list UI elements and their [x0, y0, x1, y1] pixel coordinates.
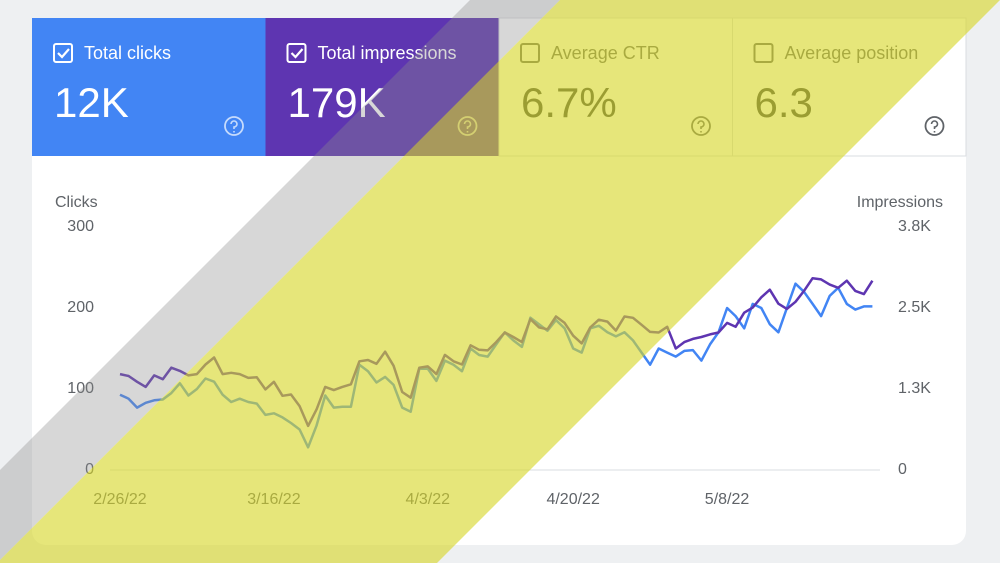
metric-card[interactable]: Average CTR 6.7%: [498, 17, 733, 157]
metric-card[interactable]: Total clicks 12K: [32, 18, 266, 156]
y2-tick-label: 3.8K: [898, 218, 931, 235]
y2-tick-label: 1.3K: [898, 380, 931, 397]
card-value: 6.3: [755, 79, 813, 126]
card-label: Average position: [785, 43, 919, 63]
y-tick-label: 0: [85, 461, 94, 478]
y-tick-label: 100: [67, 380, 94, 397]
card-label: Average CTR: [551, 43, 660, 63]
y-tick-label: 300: [67, 218, 94, 235]
x-tick-label: 2/26/22: [93, 491, 146, 508]
x-tick-label: 5/8/22: [705, 491, 750, 508]
card-value: 179K: [288, 79, 386, 126]
card-label: Total impressions: [318, 43, 457, 63]
metric-card[interactable]: Average position 6.3: [732, 17, 967, 157]
metric-card[interactable]: Total impressions 179K: [265, 18, 500, 156]
x-tick-label: 4/20/22: [546, 491, 599, 508]
y2-axis-title: Impressions: [857, 194, 943, 211]
x-tick-label: 4/3/22: [406, 491, 451, 508]
card-value: 12K: [54, 79, 129, 126]
y2-tick-label: 2.5K: [898, 299, 931, 316]
metric-cards: Total clicks 12K Total impressions 179K Aver…: [32, 17, 967, 157]
x-tick-label: 3/16/22: [247, 491, 300, 508]
card-label: Total clicks: [84, 43, 171, 63]
y-tick-label: 200: [67, 299, 94, 316]
card-value: 6.7%: [521, 79, 617, 126]
y2-tick-label: 0: [898, 461, 907, 478]
y-axis-title: Clicks: [55, 194, 98, 211]
